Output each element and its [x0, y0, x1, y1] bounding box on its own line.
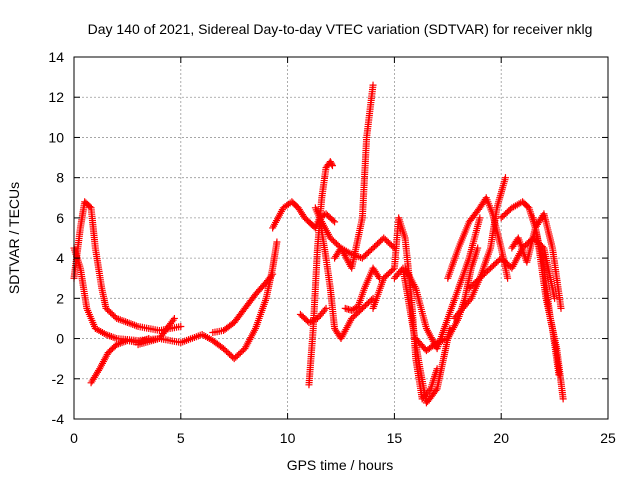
- chart-title: Day 140 of 2021, Sidereal Day-to-day VTE…: [88, 21, 593, 37]
- x-axis-label: GPS time / hours: [287, 457, 394, 473]
- y-axis-label: SDTVAR / TECUs: [6, 182, 22, 294]
- series-arc-10: [331, 81, 377, 272]
- data-point: [432, 386, 440, 394]
- x-tick-label: 15: [387, 430, 403, 446]
- series-arc-3: [87, 335, 153, 387]
- data-point: [557, 304, 565, 312]
- series-arc-22: [529, 214, 563, 379]
- data-point: [328, 162, 336, 170]
- data-point: [328, 160, 336, 168]
- data-point: [504, 274, 512, 282]
- series-arc-9: [296, 304, 330, 326]
- data-point: [555, 371, 563, 379]
- series-arc-21: [508, 210, 565, 312]
- data-point: [310, 316, 318, 324]
- x-tick-label: 5: [177, 430, 185, 446]
- data-point: [374, 273, 382, 281]
- data-point: [476, 214, 484, 222]
- data-point: [474, 244, 482, 252]
- data-point: [551, 294, 559, 302]
- data-point: [322, 304, 330, 312]
- data-point: [466, 296, 474, 304]
- y-tick-label: 12: [48, 89, 64, 105]
- y-tick-label: 2: [56, 290, 64, 306]
- x-tick-label: 25: [600, 430, 616, 446]
- data-point: [329, 217, 337, 225]
- data-point: [273, 238, 281, 246]
- y-tick-label: 6: [56, 210, 64, 226]
- data-point: [331, 218, 339, 226]
- data-point: [501, 174, 509, 182]
- series-arc-17: [444, 194, 512, 282]
- y-tick-label: -2: [52, 371, 65, 387]
- data-point: [170, 314, 178, 322]
- series-arc-7: [305, 158, 336, 389]
- x-tick-label: 10: [280, 430, 296, 446]
- data-points: [70, 81, 567, 407]
- y-tick-label: 10: [48, 129, 64, 145]
- data-point: [267, 272, 275, 280]
- series-arc-5: [209, 270, 277, 337]
- series-arc-12: [341, 264, 383, 314]
- data-point: [389, 266, 397, 274]
- data-point: [308, 317, 316, 325]
- x-tick-label: 20: [493, 430, 509, 446]
- data-point: [177, 322, 185, 330]
- data-point: [305, 318, 313, 326]
- data-point: [269, 270, 277, 278]
- y-tick-label: 4: [56, 250, 64, 266]
- data-point: [86, 203, 94, 211]
- data-point: [369, 81, 377, 89]
- x-tick-label: 0: [70, 430, 78, 446]
- y-tick-label: -4: [52, 411, 65, 427]
- axis-ticks: 0 5 10 15 20 25 -4 -2 0 2 4 6 8 10 12 14: [48, 49, 616, 446]
- data-point: [307, 318, 315, 326]
- series-arc-18: [450, 174, 509, 322]
- y-tick-label: 0: [56, 331, 64, 347]
- data-point: [169, 316, 177, 324]
- series-arc-11: [316, 214, 398, 262]
- plot-frame: [73, 56, 609, 420]
- data-point: [321, 306, 329, 314]
- y-tick-label: 14: [48, 49, 64, 65]
- y-tick-label: 8: [56, 170, 64, 186]
- data-point: [559, 395, 567, 403]
